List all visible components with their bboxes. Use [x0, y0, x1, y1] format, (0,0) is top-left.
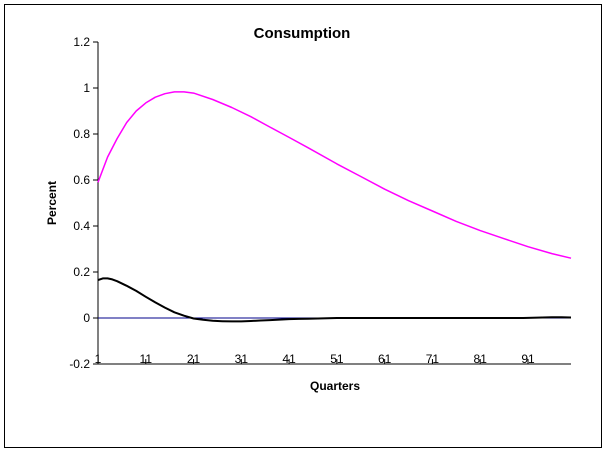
- x-tick-label: 21: [187, 352, 201, 366]
- x-tick-label: 31: [235, 352, 249, 366]
- y-tick-label: 0.6: [73, 173, 90, 187]
- x-tick-label: 81: [474, 352, 488, 366]
- chart-title: Consumption: [254, 25, 351, 42]
- y-tick-label: 1: [83, 81, 90, 95]
- x-tick-label: 1: [95, 352, 102, 366]
- y-tick-label: 0: [83, 311, 90, 325]
- series-line-1: [97, 91, 572, 259]
- y-tick-label: 1.2: [73, 35, 90, 49]
- y-tick-label: 0.4: [73, 219, 90, 233]
- y-axis-title: Percent: [45, 181, 59, 225]
- plot-area: -0.200.20.40.60.811.21 11 21 31 41 51 61 71 81 91: [69, 35, 572, 371]
- chart-frame: [4, 4, 602, 448]
- y-tick-label: -0.2: [69, 357, 90, 371]
- y-tick-label: 0.8: [73, 127, 90, 141]
- y-tick-label: 0.2: [73, 265, 90, 279]
- x-tick-label: 51: [330, 352, 344, 366]
- x-tick-label: 41: [282, 352, 296, 366]
- series-line-2: [97, 277, 572, 323]
- x-tick-label: 11: [140, 352, 153, 366]
- x-tick-label: 61: [378, 352, 392, 366]
- x-tick-label: 71: [426, 352, 440, 366]
- x-axis-title: Quarters: [310, 379, 360, 393]
- x-tick-label: 91: [521, 352, 535, 366]
